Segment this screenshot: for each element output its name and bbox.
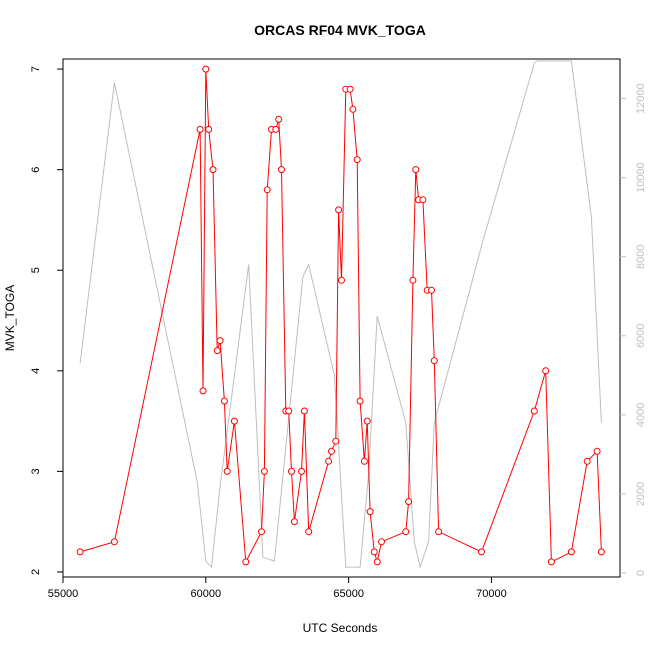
- data-point: [360, 457, 368, 465]
- data-point: [353, 156, 361, 164]
- chart-title: ORCAS RF04 MVK_TOGA: [254, 22, 426, 38]
- data-point: [567, 548, 575, 556]
- data-point: [583, 457, 591, 465]
- data-point: [542, 367, 550, 375]
- data-point: [209, 166, 217, 174]
- data-point: [530, 407, 538, 415]
- data-point: [288, 467, 295, 475]
- y-tick-label: 3: [30, 468, 42, 474]
- data-point: [349, 105, 357, 113]
- x-tick-label: 55000: [48, 588, 79, 600]
- data-point: [213, 347, 221, 355]
- plot-frame: [62, 58, 621, 578]
- data-point: [290, 518, 298, 526]
- data-point: [220, 397, 228, 405]
- y2-axis: 0 2000 4000 6000 8000 10000 12000: [620, 83, 647, 576]
- data-point: [325, 457, 333, 465]
- data-point: [298, 467, 305, 475]
- data-point: [278, 166, 285, 174]
- y-tick-label: 2: [30, 569, 42, 575]
- data-point: [258, 528, 265, 536]
- data-point: [328, 447, 335, 455]
- data-point: [272, 125, 280, 133]
- x-tick-label: 65000: [333, 588, 364, 600]
- data-point: [478, 548, 485, 556]
- data-point: [260, 467, 268, 475]
- data-point: [405, 498, 413, 506]
- data-point: [223, 467, 231, 475]
- data-point: [110, 538, 118, 546]
- y-tick-label: 4: [30, 368, 42, 374]
- data-point: [285, 407, 293, 415]
- y2-tick-label: 12000: [635, 83, 647, 114]
- data-point: [428, 286, 435, 294]
- data-point: [263, 186, 271, 194]
- x-axis-label: UTC Seconds: [303, 621, 378, 635]
- y2-tick-label: 0: [635, 570, 647, 576]
- data-point: [202, 65, 210, 73]
- y2-tick-label: 10000: [635, 162, 647, 193]
- data-point: [338, 276, 345, 284]
- data-point: [199, 387, 207, 395]
- y-tick-label: 5: [30, 267, 42, 273]
- x-tick-label: 60000: [191, 588, 222, 600]
- data-point: [300, 407, 308, 415]
- y2-tick-label: 8000: [635, 244, 647, 268]
- data-point: [346, 85, 354, 93]
- data-point: [370, 548, 378, 556]
- y-tick-label: 7: [30, 66, 42, 72]
- data-point: [216, 337, 224, 345]
- series-line-right: [79, 60, 602, 569]
- data-point: [305, 528, 313, 536]
- data-point: [430, 357, 438, 365]
- data-point: [378, 538, 385, 546]
- data-point: [419, 196, 427, 204]
- data-point: [412, 166, 420, 174]
- data-point: [332, 437, 340, 445]
- data-point: [242, 558, 250, 566]
- data-point: [205, 125, 213, 133]
- y-tick-label: 6: [30, 167, 42, 173]
- data-point: [356, 397, 364, 405]
- y-axis: 2 3 4 5 6 7: [30, 66, 63, 575]
- y2-tick-label: 2000: [635, 482, 647, 506]
- data-point: [373, 558, 381, 566]
- data-point: [402, 528, 410, 536]
- data-point: [366, 508, 374, 516]
- data-point: [547, 558, 555, 566]
- data-point: [435, 528, 443, 536]
- data-point: [335, 206, 343, 214]
- data-point: [230, 417, 238, 425]
- x-tick-label: 70000: [476, 588, 507, 600]
- data-point: [597, 548, 605, 556]
- data-point: [363, 417, 371, 425]
- data-point: [593, 447, 601, 455]
- y2-tick-label: 6000: [635, 324, 647, 348]
- series-layer: [76, 60, 605, 569]
- y-axis-label: MVK_TOGA: [3, 285, 17, 351]
- data-point: [196, 125, 204, 133]
- data-point: [275, 115, 283, 123]
- x-axis: 55000 60000 65000 70000: [48, 577, 507, 600]
- data-point: [76, 548, 84, 556]
- data-point: [409, 276, 417, 284]
- y2-tick-label: 4000: [635, 403, 647, 427]
